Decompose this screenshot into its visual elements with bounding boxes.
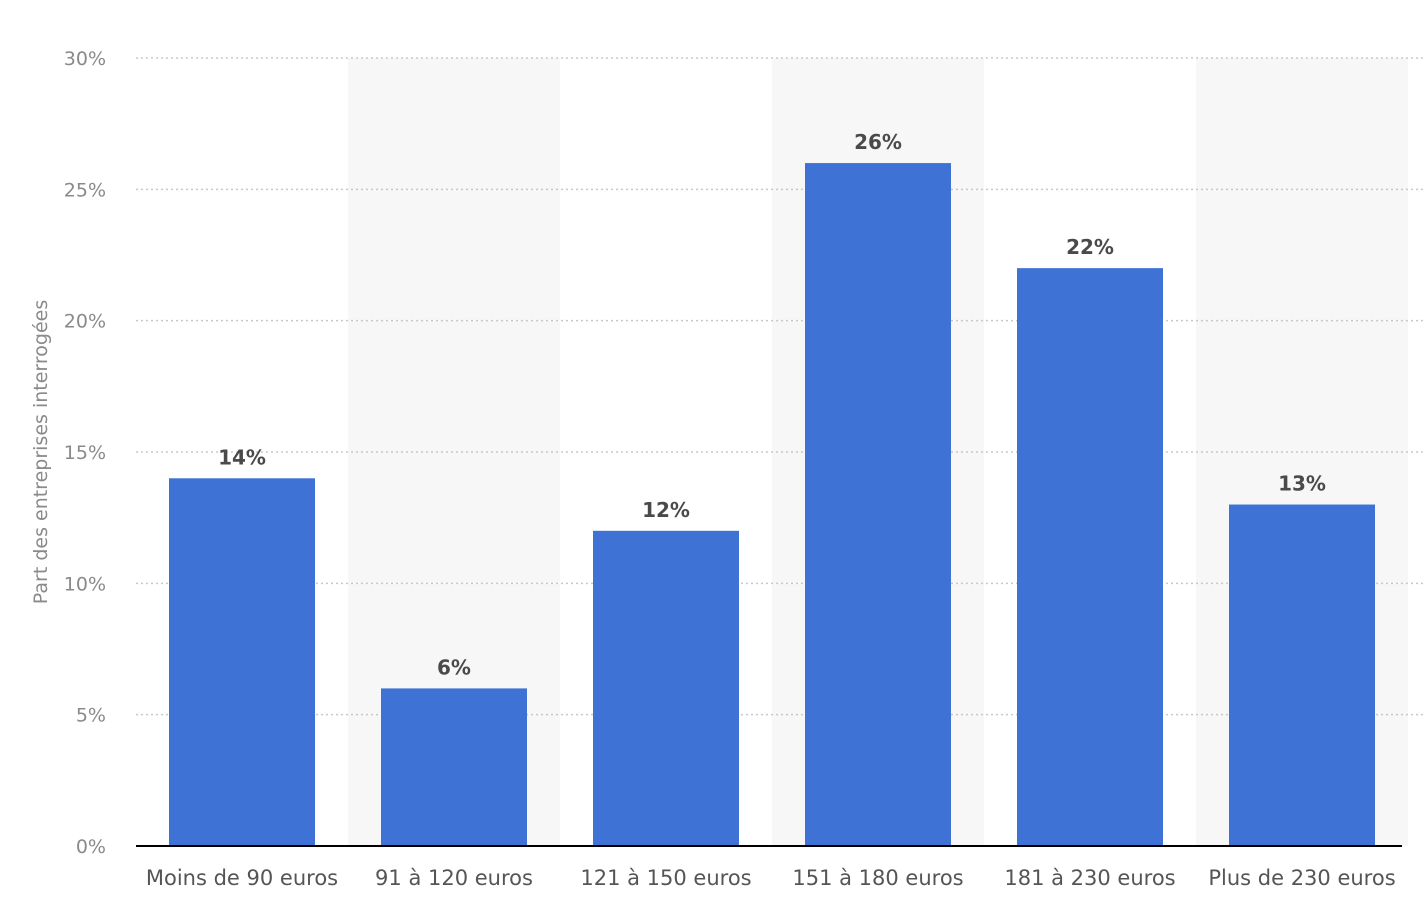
bar-value-label: 12% [642,498,690,522]
y-tick-label: 0% [76,836,106,858]
x-category-label: Plus de 230 euros [1208,866,1395,890]
y-tick-label: 10% [64,573,106,595]
bar-value-label: 26% [854,130,902,154]
y-tick-label: 15% [64,442,106,464]
x-category-label: 121 à 150 euros [580,866,751,890]
bar [1017,268,1163,847]
x-category-label: 91 à 120 euros [375,866,533,890]
y-axis-ticks: 0% 5% 10% 15% 20% 25% 30% [64,48,106,858]
bar-value-label: 22% [1066,235,1114,259]
y-tick-label: 25% [64,179,106,201]
y-tick-label: 20% [64,311,106,333]
bar-value-label: 6% [437,655,471,679]
y-tick-label: 30% [64,48,106,70]
bar-value-label: 13% [1278,472,1326,496]
y-axis-title: Part des entreprises interrogées [30,300,52,604]
x-category-label: Moins de 90 euros [146,866,338,890]
x-axis-categories: Moins de 90 euros 91 à 120 euros 121 à 150… [146,866,1396,890]
x-category-label: 151 à 180 euros [792,866,963,890]
bar [169,478,315,846]
bar [805,163,951,847]
bar-value-label: 14% [218,445,266,469]
bar [1229,504,1375,846]
y-tick-label: 5% [76,705,106,727]
bar [381,688,527,846]
x-category-label: 181 à 230 euros [1004,866,1175,890]
value-labels: 14% 6% 12% 26% 22% 13% [218,130,1326,679]
bar [593,530,739,846]
bars [169,163,1375,847]
